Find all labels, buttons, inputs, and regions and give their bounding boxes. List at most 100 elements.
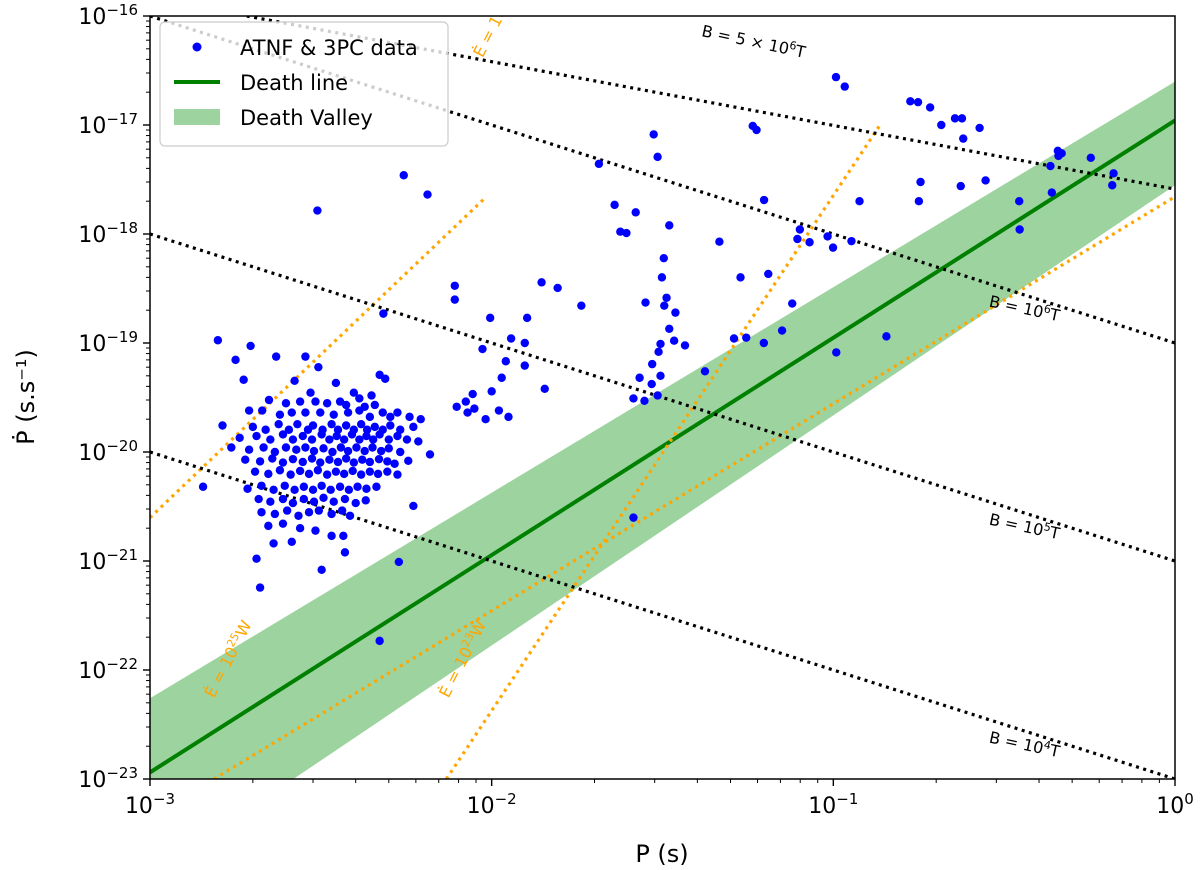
data-point: [252, 554, 261, 563]
data-point: [344, 485, 354, 494]
data-point: [341, 400, 351, 410]
data-point: [657, 273, 667, 282]
data-point: [325, 435, 334, 444]
legend-label-death-valley: Death Valley: [240, 106, 373, 130]
data-point: [654, 347, 663, 357]
data-point: [227, 443, 236, 452]
y-axis-ticks: 10−23 10−22 10−21 10−20 10−19 10−18 10−17 10−16: [78, 1, 150, 793]
data-point: [327, 531, 336, 541]
data-point: [340, 548, 350, 557]
data-point: [1054, 151, 1063, 161]
data-point: [367, 391, 376, 400]
data-point: [243, 484, 252, 493]
data-point: [647, 359, 657, 369]
data-point: [378, 408, 387, 417]
data-point: [759, 195, 769, 205]
data-point: [311, 526, 320, 535]
data-point: [981, 176, 990, 185]
data-point: [295, 466, 305, 476]
data-point: [662, 293, 671, 302]
data-point: [301, 443, 310, 452]
data-point: [329, 410, 338, 419]
data-point: [409, 501, 418, 511]
data-point: [361, 496, 370, 505]
data-point: [622, 228, 631, 238]
y-tick-label: 10−23: [78, 764, 138, 793]
data-point: [319, 493, 328, 502]
data-point: [393, 470, 402, 479]
data-point: [317, 430, 326, 439]
data-point: [452, 402, 461, 411]
data-point: [381, 374, 390, 383]
data-point: [218, 421, 227, 430]
data-point: [487, 387, 496, 396]
data-point: [950, 114, 960, 123]
data-point: [343, 446, 353, 456]
data-point: [736, 273, 745, 282]
data-point: [828, 243, 838, 252]
data-point: [307, 454, 317, 463]
data-point: [306, 388, 315, 397]
data-point: [700, 367, 710, 376]
data-point: [308, 421, 318, 430]
data-point: [290, 485, 299, 494]
data-point: [1015, 225, 1024, 234]
reference-lines-layer: [150, 16, 1175, 779]
data-point: [680, 341, 690, 350]
data-point: [335, 482, 345, 491]
data-point: [402, 435, 412, 444]
data-point: [358, 455, 367, 464]
data-point: [506, 334, 516, 343]
data-point: [660, 301, 669, 310]
data-point: [906, 97, 915, 106]
x-axis-label: P (s): [635, 840, 688, 868]
data-point: [351, 498, 360, 508]
data-point: [647, 379, 656, 389]
data-point: [329, 497, 338, 506]
data-point: [522, 313, 532, 323]
data-point: [610, 200, 619, 210]
data-point: [481, 414, 490, 424]
data-point: [258, 406, 267, 415]
data-point: [360, 446, 369, 456]
data-point: [287, 408, 296, 417]
data-point: [520, 361, 529, 370]
data-point: [340, 494, 350, 504]
data-point: [742, 333, 751, 342]
data-point: [264, 395, 274, 405]
data-point: [1015, 196, 1024, 206]
data-point: [805, 238, 814, 247]
data-point: [356, 470, 366, 479]
legend-marker-data: [192, 42, 202, 52]
data-point: [235, 433, 244, 442]
data-point: [390, 459, 399, 468]
data-point: [925, 103, 935, 112]
data-point: [715, 237, 724, 246]
data-point: [269, 539, 278, 548]
data-point: [266, 497, 275, 506]
data-point: [356, 419, 366, 429]
data-point: [352, 443, 361, 452]
data-point: [316, 458, 325, 467]
data-point: [468, 389, 477, 399]
death-line-layer: [150, 118, 1175, 775]
data-point: [257, 481, 266, 490]
data-point: [368, 443, 377, 452]
data-point: [656, 371, 665, 381]
data-point: [537, 278, 546, 287]
data-point: [399, 171, 408, 180]
x-tick-label: 100: [1156, 790, 1194, 819]
data-point: [292, 445, 301, 454]
data-point: [937, 120, 946, 130]
data-point: [365, 467, 375, 476]
data-point: [540, 384, 549, 393]
y-tick-label: 10−21: [78, 546, 138, 575]
data-point: [823, 232, 832, 241]
data-point: [384, 435, 394, 444]
data-point: [281, 443, 291, 452]
data-point: [793, 234, 802, 244]
data-point: [246, 341, 255, 351]
data-point: [264, 469, 273, 479]
data-point: [343, 408, 353, 417]
data-point: [275, 410, 285, 419]
